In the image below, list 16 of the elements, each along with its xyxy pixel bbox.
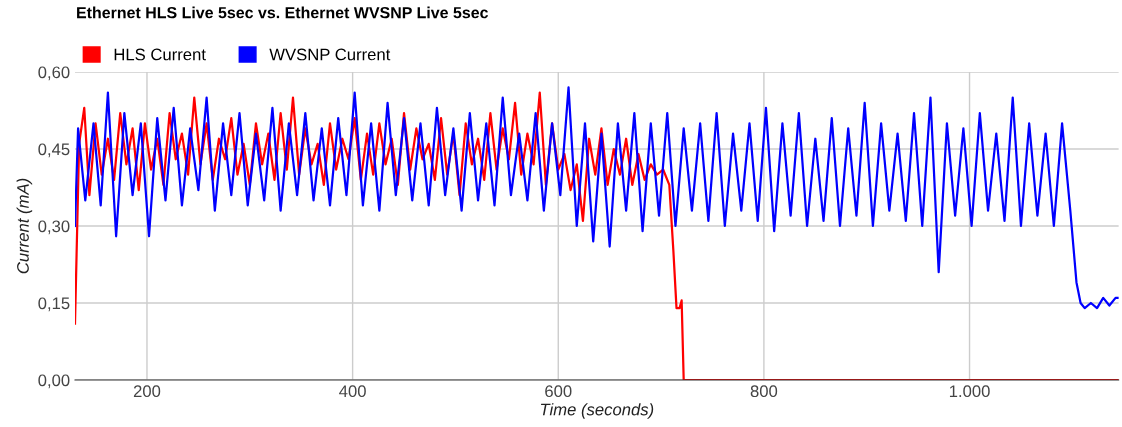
- x-axis-title: Time (seconds): [540, 403, 654, 419]
- x-tick-label: 200: [133, 385, 161, 398]
- y-tick-label: 0,60: [38, 66, 70, 81]
- y-axis-title: Current (mA): [16, 178, 33, 274]
- y-tick-label: 0,00: [38, 374, 70, 389]
- x-tick-label: 1.000: [949, 385, 990, 398]
- legend-label: HLS Current: [114, 48, 206, 61]
- y-tick-label: 0,30: [38, 220, 70, 235]
- x-tick-label: 800: [750, 385, 778, 398]
- chart-title: Ethernet HLS Live 5sec vs. Ethernet WVSNP Live 5sec: [77, 6, 489, 19]
- x-tick-label: 400: [339, 385, 366, 398]
- x-tick-label: 600: [545, 385, 572, 398]
- line-series: [75, 86, 1119, 310]
- y-tick-label: 0,45: [38, 143, 70, 158]
- y-tick-label: 0,15: [38, 297, 70, 312]
- legend-label: WVSNP Current: [269, 48, 391, 61]
